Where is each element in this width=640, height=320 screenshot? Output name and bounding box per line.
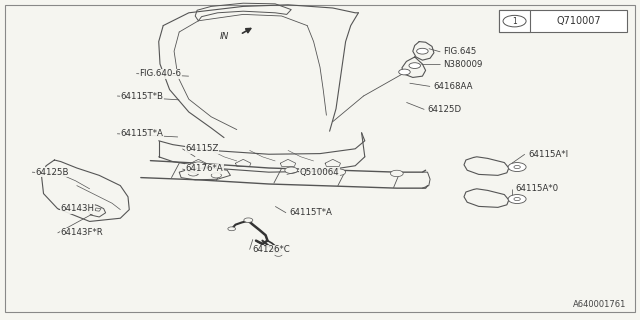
Circle shape [399,69,410,75]
Text: 64115Z: 64115Z [186,144,219,153]
Bar [499,10,627,32]
Text: 64168AA: 64168AA [433,82,473,91]
Circle shape [390,170,403,177]
Circle shape [244,218,253,222]
Circle shape [503,15,526,27]
Text: 64176*A: 64176*A [186,164,223,173]
Text: Q510064: Q510064 [300,168,339,177]
Text: 64143H: 64143H [61,204,95,213]
Text: 64125B: 64125B [35,168,68,177]
Text: 64125D: 64125D [428,105,461,114]
Circle shape [508,195,526,204]
Circle shape [333,169,346,175]
Text: 64115T*B: 64115T*B [120,92,163,100]
Circle shape [409,63,420,68]
Text: 64115A*I: 64115A*I [528,150,568,159]
Text: 64126*C: 64126*C [253,245,291,254]
Text: Q710007: Q710007 [556,16,601,26]
Circle shape [211,173,221,178]
Text: FIG.640-6: FIG.640-6 [140,69,182,78]
Text: 1: 1 [512,17,517,26]
Circle shape [228,227,236,231]
Text: FIG.645: FIG.645 [444,47,477,56]
Circle shape [285,167,298,173]
Text: A640001761: A640001761 [573,300,626,309]
Circle shape [188,171,198,176]
Text: IN: IN [220,32,229,41]
Circle shape [275,252,282,256]
Text: 64115T*A: 64115T*A [120,129,163,138]
Text: 64115A*0: 64115A*0 [515,184,558,193]
Circle shape [508,163,526,172]
Text: 64115T*A: 64115T*A [289,208,332,217]
Bar [499,10,530,32]
Circle shape [514,197,520,201]
Circle shape [417,48,428,54]
Text: 64143F*R: 64143F*R [61,228,104,237]
Circle shape [192,162,205,168]
Circle shape [514,165,520,169]
Text: N380009: N380009 [444,60,483,68]
